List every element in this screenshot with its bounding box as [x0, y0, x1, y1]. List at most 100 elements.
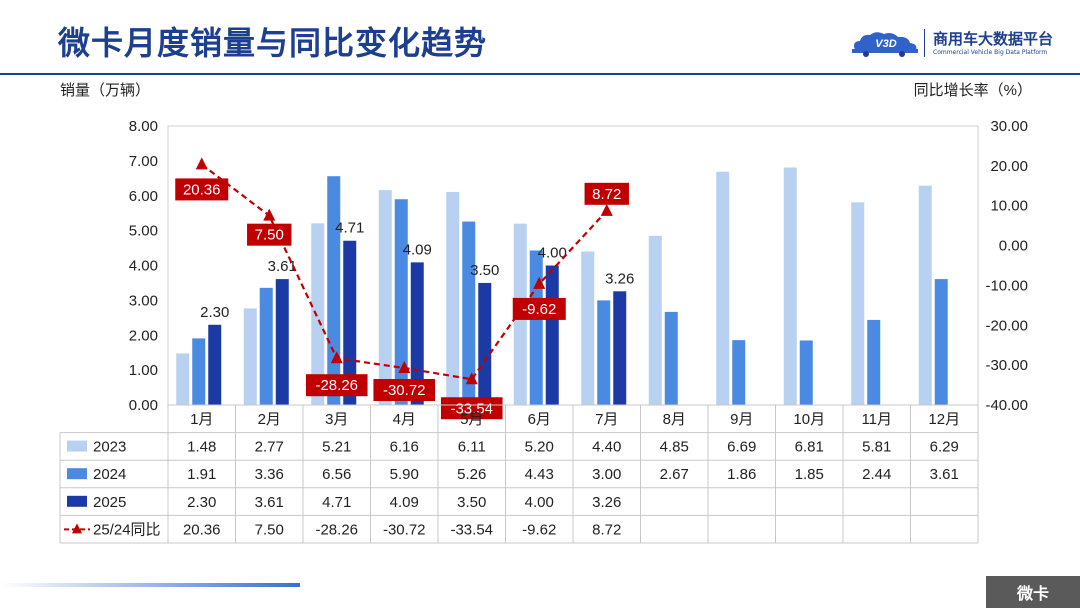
- table-cell: -30.72: [383, 521, 426, 538]
- bar-2023-9: [716, 171, 730, 405]
- header-rule: [0, 73, 1080, 75]
- yoy-label: -28.26: [315, 377, 358, 394]
- table-cell: 3.36: [255, 466, 284, 483]
- y-tick-label-right: 20.00: [990, 158, 1028, 175]
- table-row-label: 25/24同比: [93, 521, 161, 538]
- bar-label-2025: 2.30: [200, 304, 229, 321]
- y-tick-label-left: 8.00: [129, 118, 158, 135]
- bar-2024-3: [327, 176, 341, 405]
- bar-2023-10: [783, 167, 797, 405]
- table-cell: -28.26: [315, 521, 358, 538]
- bar-2023-12: [918, 185, 932, 405]
- table-cell: 20.36: [183, 521, 221, 538]
- table-cell: 6.16: [390, 439, 419, 456]
- bar-label-2025: 3.50: [470, 262, 499, 279]
- bar-2023-7: [581, 251, 595, 405]
- y-tick-label-right: 0.00: [999, 238, 1028, 255]
- y-tick-label-right: 30.00: [990, 118, 1028, 135]
- table-cell: 4.00: [525, 494, 554, 511]
- table-cell: 4.71: [322, 494, 351, 511]
- x-tick-label: 10月: [793, 411, 825, 428]
- page-title: 微卡月度销量与同比变化趋势: [58, 24, 488, 62]
- table-cell: 5.90: [390, 466, 419, 483]
- yoy-marker-triangle-icon: [398, 361, 411, 374]
- platform-logo: V3D 商用车大数据平台 Commercial Vehicle Big Data…: [852, 26, 1053, 60]
- logo-mark: V3D: [875, 38, 896, 50]
- table-row-label: 2025: [93, 494, 126, 511]
- y-axis-label-right: 同比增长率（%）: [914, 82, 1032, 99]
- yoy-label: 20.36: [183, 181, 221, 198]
- x-tick-label: 1月: [190, 411, 213, 428]
- bar-2024-1: [192, 338, 206, 405]
- y-tick-label-left: 6.00: [129, 188, 158, 205]
- bar-2024-9: [732, 340, 746, 405]
- x-tick-label: 2月: [258, 411, 281, 428]
- table-cell: -9.62: [522, 521, 556, 538]
- x-tick-label: 12月: [928, 411, 960, 428]
- table-cell: 1.48: [187, 439, 216, 456]
- truck-cloud-logo-icon: V3D: [852, 32, 918, 57]
- bar-label-2025: 3.26: [605, 270, 634, 287]
- bar-label-2025: 4.09: [403, 241, 432, 258]
- legend-swatch-2023: [67, 440, 87, 452]
- table-cell: 5.81: [862, 439, 891, 456]
- y-tick-label-left: 2.00: [129, 327, 158, 344]
- bar-2024-5: [462, 221, 476, 405]
- table-cell: 3.26: [592, 494, 621, 511]
- bar-2024-7: [597, 300, 611, 405]
- table-row-label: 2024: [93, 466, 126, 483]
- yoy-label-box: [584, 182, 629, 205]
- footer-accent-bar: [0, 583, 300, 587]
- bar-label-2025: 4.71: [335, 220, 364, 237]
- yoy-marker-triangle-icon: [600, 203, 613, 216]
- bar-label-2025: 3.61: [268, 258, 297, 275]
- table-cell: 1.85: [795, 466, 824, 483]
- y-tick-label-right: -40.00: [985, 397, 1028, 414]
- yoy-label-box: [512, 297, 566, 320]
- y-tick-label-left: 3.00: [129, 292, 158, 309]
- y-tick-label-right: 10.00: [990, 198, 1028, 215]
- bar-2023-5: [446, 191, 460, 405]
- bar-2024-2: [259, 287, 273, 405]
- x-tick-label: 6月: [528, 411, 551, 428]
- bar-2023-2: [243, 308, 257, 405]
- yoy-marker-triangle-icon: [533, 276, 546, 289]
- bar-2024-10: [799, 340, 813, 405]
- bar-2023-1: [176, 353, 190, 405]
- y-tick-label-left: 0.00: [129, 397, 158, 414]
- table-cell: 5.20: [525, 439, 554, 456]
- table-cell: 4.09: [390, 494, 419, 511]
- yoy-marker-triangle-icon: [465, 372, 478, 385]
- x-tick-label: 8月: [663, 411, 686, 428]
- yoy-label: 8.72: [592, 186, 621, 203]
- table-cell: -33.54: [450, 521, 493, 538]
- bar-2024-11: [867, 319, 881, 405]
- table-cell: 1.86: [727, 466, 756, 483]
- bar-2023-8: [648, 235, 662, 405]
- logo-english-name: Commercial Vehicle Big Data Platform: [933, 48, 1048, 56]
- table-cell: 6.29: [930, 439, 959, 456]
- table-cell: 5.26: [457, 466, 486, 483]
- table-cell: 3.00: [592, 466, 621, 483]
- x-tick-label: 3月: [325, 411, 348, 428]
- bar-2023-11: [851, 202, 865, 405]
- bar-2025-7: [613, 291, 627, 405]
- table-cell: 4.85: [660, 439, 689, 456]
- y-tick-label-left: 1.00: [129, 362, 158, 379]
- table-cell: 6.56: [322, 466, 351, 483]
- yoy-label-box: [373, 379, 436, 402]
- table-cell: 2.30: [187, 494, 216, 511]
- table-cell: 2.44: [862, 466, 891, 483]
- y-tick-label-right: -10.00: [985, 277, 1028, 294]
- yoy-label-box: [247, 223, 292, 246]
- yoy-label: 7.50: [255, 227, 284, 244]
- table-cell: 3.61: [930, 466, 959, 483]
- bar-2025-5: [478, 282, 492, 405]
- legend-swatch-2025: [67, 495, 87, 507]
- bar-2023-3: [311, 223, 325, 405]
- bar-2024-12: [934, 279, 948, 405]
- logo-divider: [924, 29, 925, 57]
- y-tick-label-right: -30.00: [985, 357, 1028, 374]
- bar-2025-1: [208, 324, 222, 405]
